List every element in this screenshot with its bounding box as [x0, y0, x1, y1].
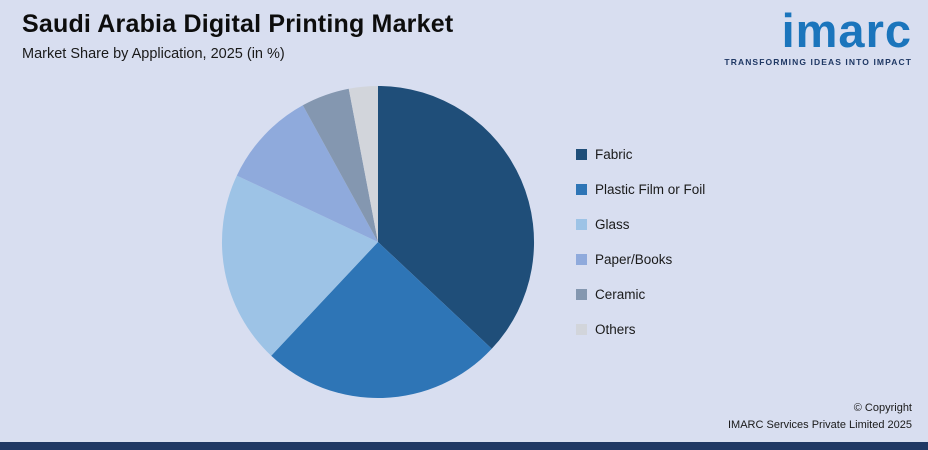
imarc-wordmark: imarc: [781, 4, 912, 57]
legend-item-paper-books: Paper/Books: [576, 252, 705, 267]
pie-slice-paper-books: [236, 105, 378, 242]
legend-label: Ceramic: [595, 287, 646, 302]
legend-label: Plastic Film or Foil: [595, 182, 706, 197]
page-title: Saudi Arabia Digital Printing Market: [22, 10, 454, 38]
legend-label: Glass: [595, 217, 630, 232]
legend-swatch: [576, 289, 587, 300]
page-subtitle: Market Share by Application, 2025 (in %): [22, 46, 285, 62]
pie-chart: [221, 85, 535, 399]
pie-slice-plastic-film-or-foil: [271, 242, 492, 399]
legend-swatch: [576, 324, 587, 335]
legend-swatch: [576, 184, 587, 195]
legend-item-others: Others: [576, 322, 705, 337]
legend-label: Others: [595, 322, 636, 337]
legend-label: Fabric: [595, 147, 633, 162]
pie-slice-others: [348, 85, 378, 242]
legend-swatch: [576, 219, 587, 230]
legend-item-glass: Glass: [576, 217, 705, 232]
legend-item-ceramic: Ceramic: [576, 287, 705, 302]
imarc-tagline: TRANSFORMING IDEAS INTO IMPACT: [724, 57, 912, 68]
legend-swatch: [576, 149, 587, 160]
copyright-line1: © Copyright: [853, 401, 912, 414]
copyright-notice: © Copyright IMARC Services Private Limit…: [728, 400, 912, 434]
bottom-accent-bar: [0, 442, 928, 450]
pie-slice-ceramic: [302, 88, 378, 243]
chart-legend: Fabric Plastic Film or Foil Glass Paper/…: [576, 147, 705, 337]
legend-item-plastic-film-or-foil: Plastic Film or Foil: [576, 182, 705, 197]
pie-slice-glass: [221, 175, 378, 356]
legend-item-fabric: Fabric: [576, 147, 705, 162]
pie-slice-fabric: [378, 85, 535, 349]
legend-swatch: [576, 254, 587, 265]
imarc-logo: imarc TRANSFORMING IDEAS INTO IMPACT: [724, 4, 912, 68]
copyright-line2: IMARC Services Private Limited 2025: [727, 418, 912, 431]
legend-label: Paper/Books: [595, 252, 673, 267]
